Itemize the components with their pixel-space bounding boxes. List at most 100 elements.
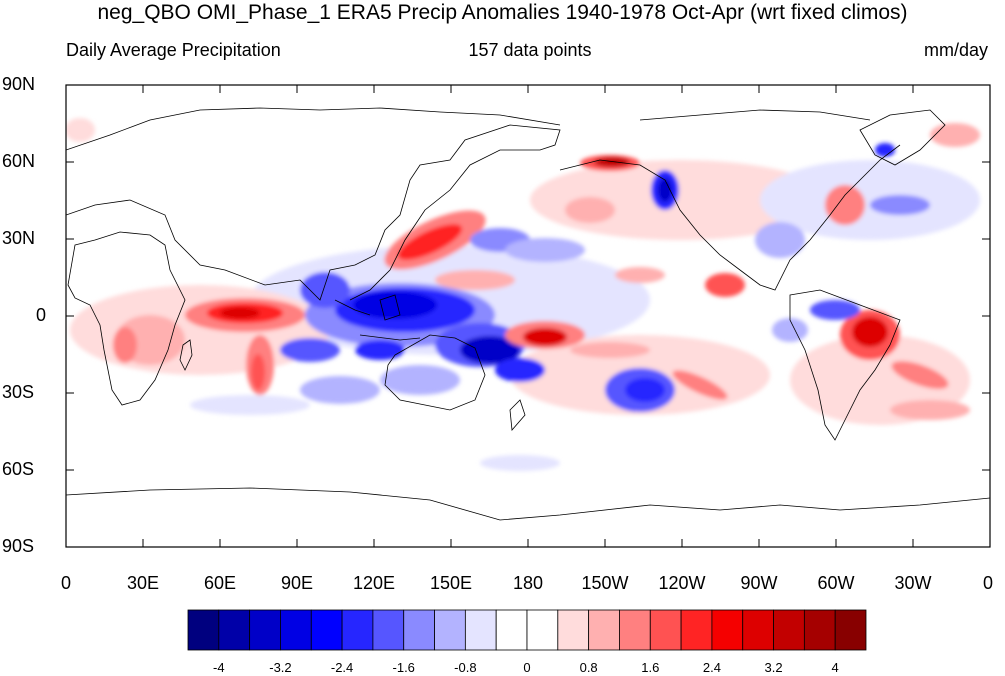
- lon-label: 0: [982, 573, 994, 593]
- anomaly-patch: [565, 197, 615, 223]
- colorbar-swatch: [711, 609, 744, 651]
- anomaly-patch: [220, 307, 260, 319]
- anomaly-patch: [251, 354, 265, 390]
- colorbar-swatch: [434, 609, 466, 651]
- colorbar-label: -2.4: [330, 660, 354, 675]
- lat-label-30n: 30N: [2, 228, 36, 248]
- colorbar-swatch: [588, 609, 620, 651]
- colorbar-swatch: [310, 609, 343, 651]
- anomaly-patch: [760, 160, 980, 240]
- indonesia-coastline: [334, 294, 421, 341]
- australia-coastline: [384, 334, 486, 411]
- anomaly-patch: [190, 395, 310, 415]
- lat-label-90n: 90N: [2, 74, 36, 94]
- colorbar-label: 3.2: [764, 660, 783, 675]
- coastlines: [66, 107, 990, 521]
- anomaly-field: [66, 118, 980, 471]
- lat-label-30s: 30S: [2, 382, 35, 402]
- anomaly-patch: [772, 318, 808, 342]
- anomaly-patch: [705, 273, 745, 297]
- colorbar-swatch: [280, 609, 312, 651]
- anomaly-patch: [355, 340, 405, 360]
- anomaly-patch: [891, 361, 949, 389]
- colorbar-swatch: [464, 609, 497, 651]
- lon-label: 180: [512, 573, 544, 593]
- anomaly-patch: [460, 336, 520, 364]
- center-subtitle: 157 data points: [468, 40, 592, 60]
- anomaly-patch: [852, 317, 888, 347]
- colorbar-swatch: [773, 609, 805, 651]
- south-america-coastline: [789, 289, 901, 441]
- colorbar-swatch: [834, 609, 867, 651]
- new-zealand-coastline: [509, 399, 526, 431]
- anomaly-patch: [66, 118, 95, 142]
- colorbar-swatch: [495, 609, 528, 651]
- lat-label-60n: 60N: [2, 151, 36, 171]
- colorbar-label: 4: [831, 660, 839, 675]
- anomaly-patch: [810, 300, 860, 320]
- north-america-coastline: [559, 109, 901, 291]
- map-plot-area: [65, 84, 991, 548]
- anomaly-patch: [300, 272, 350, 308]
- lon-label: 0: [60, 573, 72, 593]
- anomaly-patch: [658, 178, 672, 202]
- anomaly-patch: [113, 327, 137, 363]
- lat-label-90s: 90S: [2, 536, 35, 556]
- lon-label: 30W: [894, 573, 932, 593]
- anomaly-patch: [870, 195, 930, 215]
- colorbar-swatch: [526, 609, 559, 651]
- colorbar-swatch: [619, 609, 651, 651]
- anomaly-patch: [672, 370, 728, 400]
- lon-label: 90W: [740, 573, 778, 593]
- colorbar-label: -1.6: [392, 660, 415, 675]
- colorbar-label: -4: [213, 660, 225, 675]
- colorbar-label: -3.2: [269, 660, 292, 675]
- colorbar-swatch: [742, 609, 774, 651]
- anomaly-patch: [570, 342, 650, 358]
- anomaly-patch: [435, 270, 515, 290]
- lon-label: 120W: [658, 573, 706, 593]
- left-subtitle: Daily Average Precipitation: [66, 40, 281, 60]
- colorbar-swatch: [680, 609, 713, 651]
- lon-label: 120E: [352, 573, 396, 593]
- anomaly-patch: [300, 376, 380, 404]
- anomaly-patch: [594, 157, 630, 167]
- anomaly-patch: [875, 143, 895, 157]
- africa-coastline: [67, 231, 186, 406]
- lon-label: 30E: [126, 573, 160, 593]
- colorbar-label: 2.4: [702, 660, 721, 675]
- anomaly-patch: [495, 358, 545, 382]
- anomaly-patch: [523, 328, 567, 346]
- colorbar-swatch: [803, 609, 836, 651]
- colorbar-swatch: [649, 609, 682, 651]
- colorbar-label: 1.6: [641, 660, 660, 675]
- colorbar-swatch: [187, 609, 220, 651]
- anomaly-patch: [280, 338, 340, 362]
- greenland-coastline: [859, 109, 946, 166]
- colorbar-swatch: [557, 609, 590, 651]
- colorbar-swatch: [218, 609, 251, 651]
- colorbar-label: -0.8: [454, 660, 477, 675]
- lon-label: 60W: [817, 573, 855, 593]
- colorbar-label: 0.8: [579, 660, 598, 675]
- anomaly-patch: [397, 224, 463, 260]
- lon-label: 60E: [203, 573, 237, 593]
- lat-label-0: 0: [36, 305, 47, 325]
- lon-label: 150E: [429, 573, 473, 593]
- anomaly-patch: [615, 267, 665, 283]
- anomaly-patch: [890, 400, 970, 420]
- colorbar: [187, 609, 867, 651]
- plot-title: neg_QBO OMI_Phase_1 ERA5 Precip Anomalie…: [97, 1, 908, 24]
- colorbar-swatch: [403, 609, 435, 651]
- lon-label: 150W: [581, 573, 629, 593]
- colorbar-swatch: [372, 609, 405, 651]
- axis-ticks: [65, 84, 990, 548]
- units-label: mm/day: [923, 40, 988, 60]
- anomaly-patch: [353, 291, 437, 319]
- colorbar-swatch: [249, 609, 281, 651]
- anomaly-patch: [625, 378, 665, 402]
- anomaly-patch: [480, 455, 560, 471]
- anomaly-patch: [505, 238, 585, 262]
- colorbar-label: 0: [523, 660, 531, 675]
